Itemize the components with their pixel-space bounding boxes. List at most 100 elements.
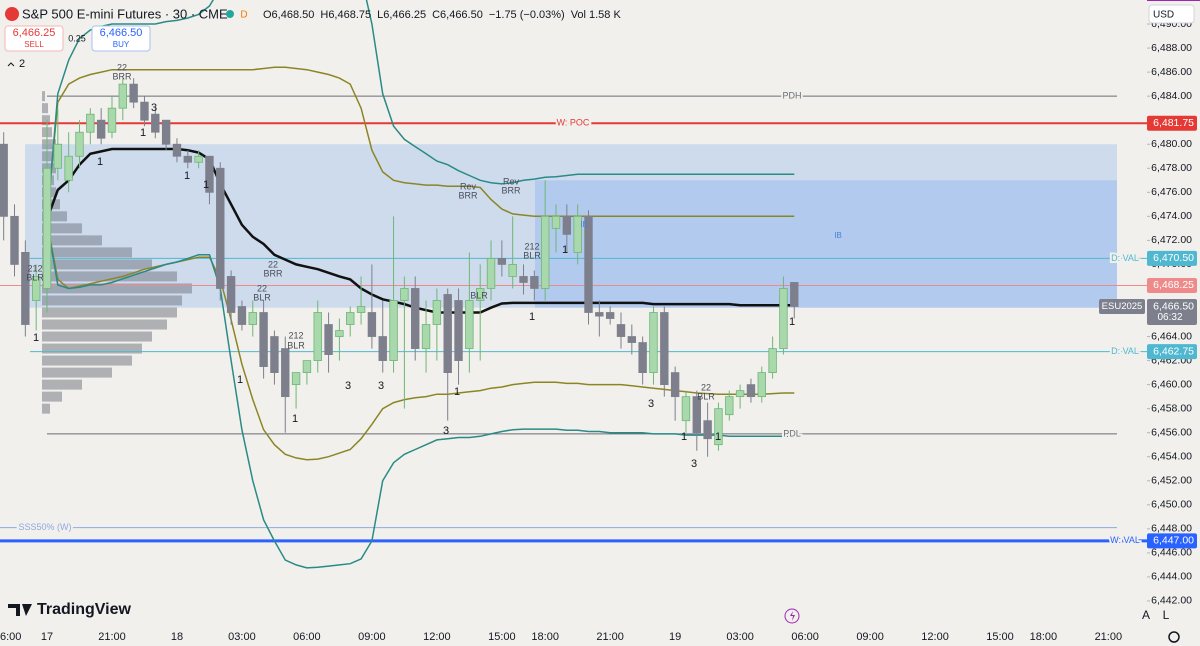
- logo-mark: [8, 604, 32, 616]
- log-button[interactable]: L: [1163, 608, 1170, 622]
- y-tick-label: 6,448.00: [1151, 523, 1192, 535]
- symbol-title: S&P 500 E-mini Futures · 30 · CME: [22, 6, 228, 21]
- level-label: PDL: [783, 428, 801, 438]
- y-tick-label: 6,476.00: [1151, 186, 1192, 198]
- price-tag: [1147, 344, 1197, 360]
- profile-bar: [42, 283, 192, 294]
- candle-body: [584, 215, 593, 313]
- level-label: D: VAL: [1111, 253, 1139, 263]
- y-tick-label: 6,458.00: [1151, 402, 1192, 414]
- candle-body: [454, 300, 463, 361]
- candle-body: [638, 342, 647, 373]
- annotation: BLR: [697, 391, 715, 401]
- annotation: 3: [378, 380, 384, 392]
- candle-body: [768, 348, 777, 373]
- candle-body: [42, 167, 52, 289]
- annotation: Rev: [503, 176, 520, 186]
- candle-body: [497, 258, 507, 265]
- axis-controls: USD A L: [1142, 4, 1195, 643]
- volume-label: Vol: [571, 9, 586, 21]
- candle-body: [616, 324, 626, 337]
- candle-body: [0, 143, 8, 217]
- candle-body: [465, 300, 474, 349]
- profile-bar: [42, 355, 132, 366]
- candle-body: [270, 336, 279, 373]
- price-tag: [1147, 250, 1197, 266]
- price-tag-label: 6,462.75: [1153, 345, 1194, 357]
- candle-body: [540, 215, 550, 289]
- buy-label: BUY: [113, 40, 130, 49]
- candle-body: [259, 312, 268, 367]
- y-tick-label: 6,460.00: [1151, 378, 1192, 390]
- candle-body: [735, 390, 745, 398]
- currency-button[interactable]: [1148, 4, 1195, 24]
- candle-body: [595, 312, 604, 317]
- annotation: BRR: [263, 268, 283, 278]
- overlay: S&P 500 E-mini Futures · 30 · CME D O6,4…: [4, 6, 800, 624]
- y-tick-label: 6,452.00: [1151, 475, 1192, 487]
- buy-price: 6,466.50: [100, 27, 143, 39]
- annotation: 1: [33, 332, 39, 344]
- candle-body: [64, 155, 73, 181]
- x-tick-label: 18:00: [531, 631, 559, 643]
- x-tick-label: 03:00: [228, 631, 256, 643]
- x-tick-label: 03:00: [726, 631, 754, 643]
- candle-body: [140, 101, 149, 121]
- settings-icon[interactable]: [1168, 631, 1180, 643]
- spread: 0.25: [68, 33, 86, 43]
- profile-bar: [42, 139, 56, 150]
- annotation: IB: [580, 220, 588, 229]
- candle-body: [681, 396, 691, 422]
- price-tag-label: 6,470.50: [1153, 252, 1194, 264]
- annotation: 1: [97, 156, 103, 168]
- symbol-tag: [1099, 298, 1145, 314]
- y-tick-label: 6,472.00: [1151, 234, 1192, 246]
- annotation: BLR: [26, 272, 44, 282]
- candle-body: [302, 360, 312, 373]
- collapse-icon[interactable]: [7, 62, 15, 67]
- sell-button[interactable]: [4, 25, 64, 52]
- candle-body: [725, 396, 734, 416]
- candle-body: [790, 282, 799, 307]
- x-tick-label: 18: [171, 631, 183, 643]
- annotation: 22: [257, 283, 267, 293]
- candle-body: [96, 119, 106, 139]
- x-tick-label: 09:00: [856, 631, 884, 643]
- candle-body: [475, 288, 485, 301]
- candle-body: [692, 396, 701, 434]
- profile-bar: [42, 223, 82, 234]
- y-tick-label: 6,478.00: [1151, 162, 1192, 174]
- alert-icon[interactable]: [784, 608, 800, 624]
- annotation: 3: [648, 398, 654, 410]
- logo-text: TradingView: [37, 601, 132, 618]
- profile-bar: [42, 343, 142, 354]
- candle-body: [400, 288, 409, 301]
- buy-button[interactable]: [91, 25, 151, 52]
- candle-body: [118, 83, 128, 109]
- candle-body: [649, 312, 658, 373]
- countdown: 06:32: [1157, 312, 1182, 323]
- profile-bar: [42, 211, 67, 222]
- candle-body: [356, 306, 366, 313]
- indicator-line: [46, 66, 795, 218]
- candle-body: [670, 372, 680, 398]
- profile-bar: [42, 235, 102, 246]
- candle-body: [573, 215, 582, 253]
- profile-bar: [42, 307, 177, 318]
- y-tick-label: 6,480.00: [1151, 138, 1192, 150]
- annotation: 3: [345, 380, 351, 392]
- annotation: 1: [237, 374, 243, 386]
- annotation: 1: [140, 127, 146, 139]
- annotation: 1: [184, 170, 190, 182]
- profile-bar: [42, 379, 82, 390]
- auto-button[interactable]: A: [1142, 608, 1150, 622]
- annotation: 1: [203, 179, 209, 191]
- candle-body: [421, 324, 431, 349]
- open: O6,468.50: [263, 9, 314, 21]
- x-tick-label: 6:00: [0, 631, 21, 643]
- sell-label: SELL: [24, 40, 44, 49]
- profile-bar: [42, 259, 152, 270]
- price-tag-label: 6,481.75: [1153, 117, 1194, 129]
